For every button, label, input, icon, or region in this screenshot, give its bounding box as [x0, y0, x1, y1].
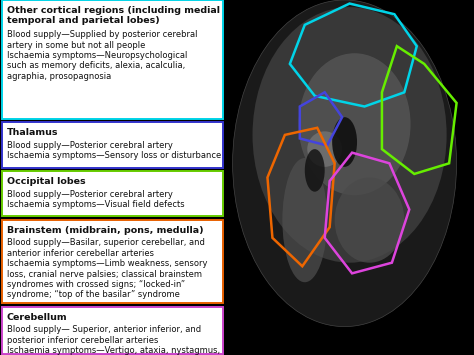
Text: Blood supply—Posterior cerebral artery
Ischaemia symptoms—Sensory loss or distur: Blood supply—Posterior cerebral artery I… [7, 141, 221, 160]
Text: Blood supply—Posterior cerebral artery
Ischaemia symptoms—Visual field defects: Blood supply—Posterior cerebral artery I… [7, 190, 184, 209]
Ellipse shape [335, 178, 404, 263]
Ellipse shape [305, 149, 325, 192]
FancyBboxPatch shape [2, 171, 223, 217]
Ellipse shape [233, 0, 456, 327]
Text: Thalamus: Thalamus [7, 128, 58, 137]
Text: Other cortical regions (including medial
temporal and parietal lobes): Other cortical regions (including medial… [7, 6, 220, 26]
Ellipse shape [253, 7, 447, 263]
Ellipse shape [332, 117, 357, 167]
Text: Occipital lobes: Occipital lobes [7, 177, 85, 186]
Text: Cerebellum: Cerebellum [7, 313, 67, 322]
Ellipse shape [299, 53, 410, 195]
Text: Blood supply—Supplied by posterior cerebral
artery in some but not all people
Is: Blood supply—Supplied by posterior cereb… [7, 30, 197, 81]
Ellipse shape [283, 158, 327, 282]
Ellipse shape [307, 131, 342, 167]
Text: Blood supply— Superior, anterior inferior, and
posterior inferior cerebellar art: Blood supply— Superior, anterior inferio… [7, 326, 220, 355]
Text: Blood supply—Basilar, superior cerebellar, and
anterior inferior cerebellar arte: Blood supply—Basilar, superior cerebella… [7, 239, 207, 300]
FancyBboxPatch shape [2, 122, 223, 168]
Text: Brainstem (midbrain, pons, medulla): Brainstem (midbrain, pons, medulla) [7, 226, 203, 235]
FancyBboxPatch shape [2, 307, 223, 354]
FancyBboxPatch shape [2, 220, 223, 304]
FancyBboxPatch shape [2, 0, 223, 119]
